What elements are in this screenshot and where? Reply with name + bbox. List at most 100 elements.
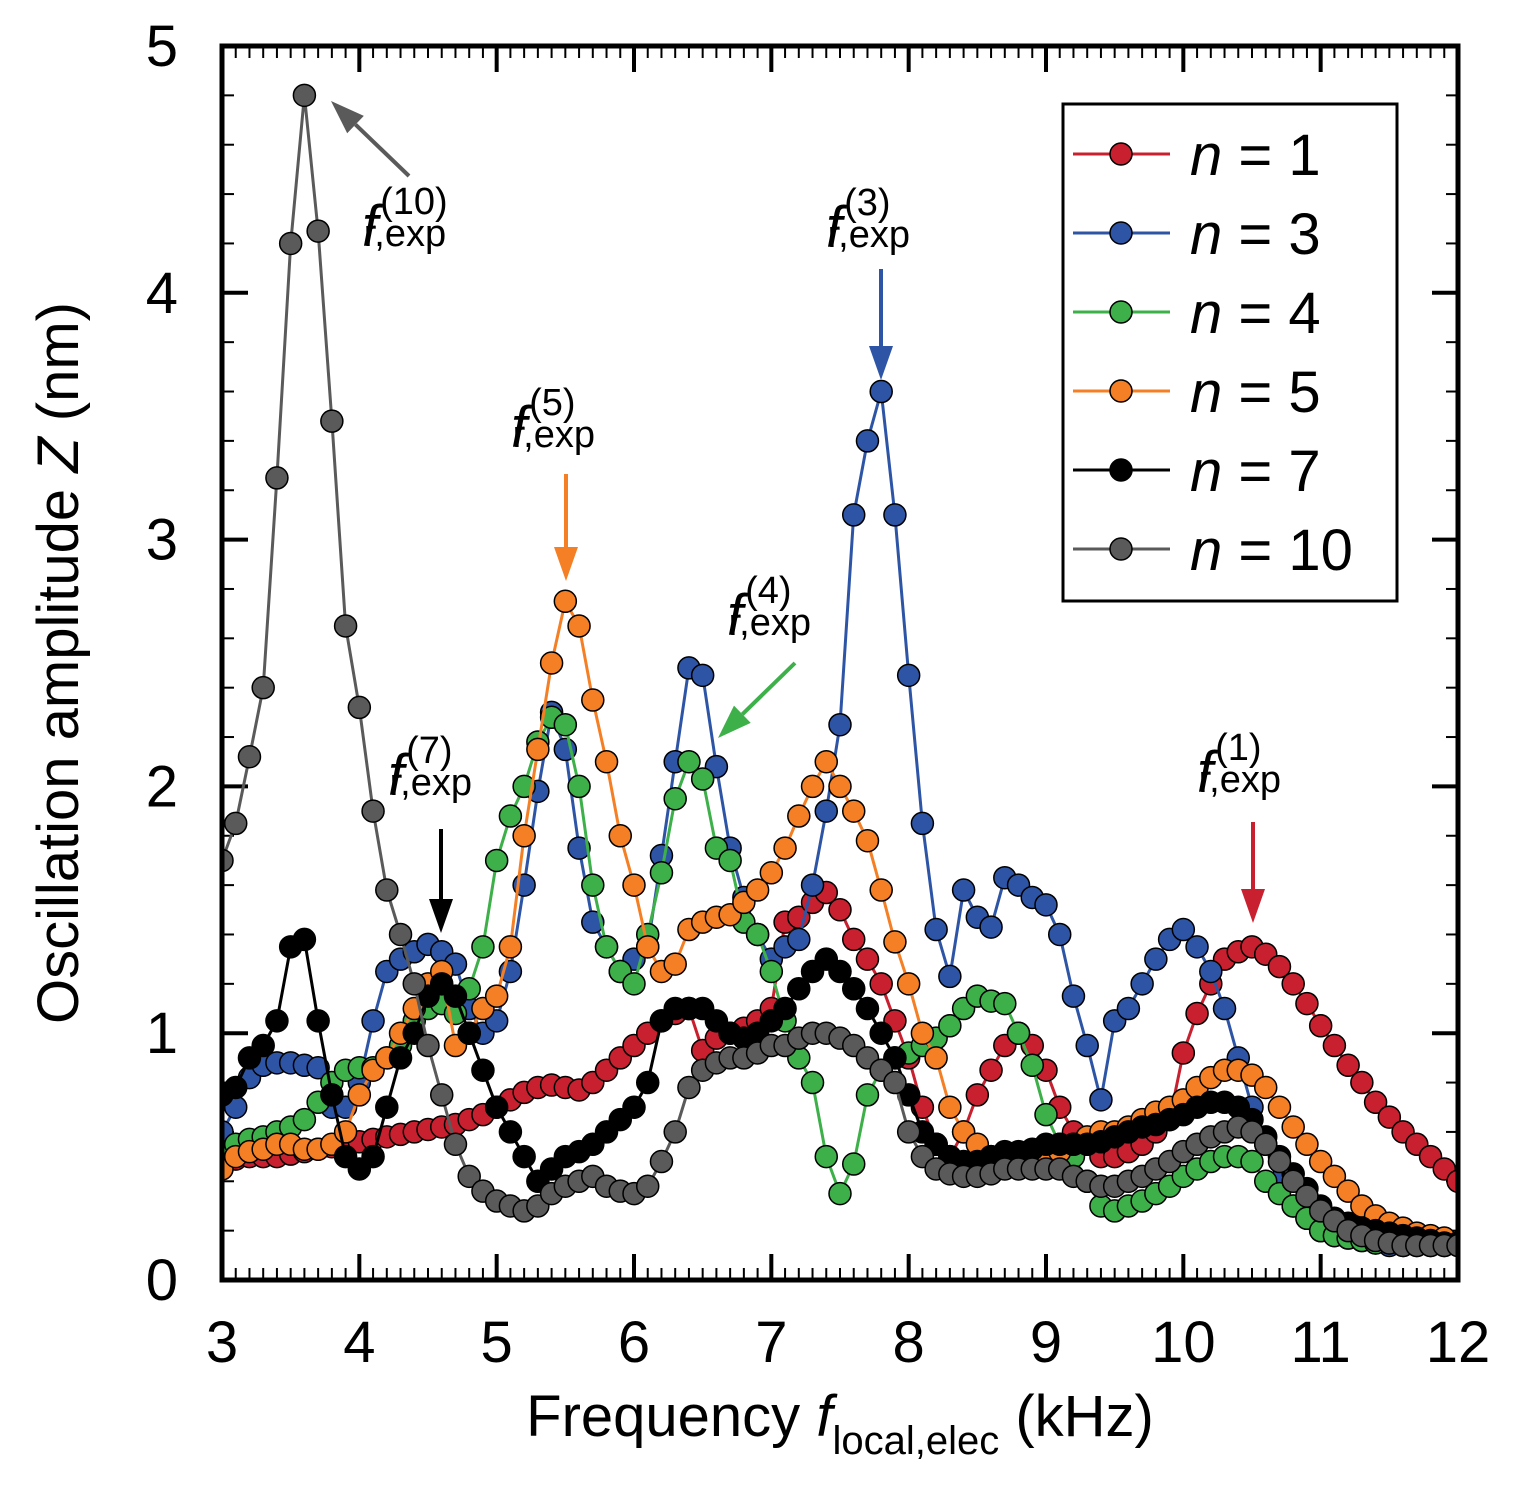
data-point-n5: [581, 688, 605, 712]
legend-label: n = 5: [1190, 360, 1321, 425]
annotation-label-n1: f(1) r,exp: [1197, 727, 1281, 805]
data-point-n10: [416, 1033, 440, 1058]
legend-marker: [1109, 300, 1133, 324]
data-point-n10: [237, 745, 262, 769]
data-point-n5: [484, 984, 509, 1008]
data-point-n3: [1199, 959, 1223, 984]
data-point-n3: [690, 663, 715, 688]
annotation-arrow-head: [331, 101, 364, 134]
data-point-n1: [1308, 1014, 1333, 1038]
data-point-n7: [443, 984, 468, 1008]
data-point-n3: [869, 379, 893, 404]
data-point-n5: [539, 651, 564, 675]
legend-item-n7: n = 7: [1073, 439, 1321, 504]
data-point-n1: [1446, 1169, 1458, 1194]
plot-frame: [219, 43, 1461, 1283]
data-point-n4: [484, 848, 509, 873]
data-point-n7: [841, 977, 866, 1001]
data-point-n10: [457, 1164, 481, 1189]
data-point-n3: [567, 836, 591, 860]
data-point-n1: [979, 1058, 1003, 1082]
annotation-label-n4: f(4) r,exp: [727, 570, 811, 648]
legend-item-n3: n = 3: [1073, 202, 1321, 267]
data-point-n7: [223, 1075, 248, 1100]
data-point-n7: [773, 996, 797, 1021]
x-tick-label: 12: [1426, 1310, 1491, 1375]
data-point-n4: [677, 749, 701, 774]
y-axis-label-var: Z: [26, 435, 91, 475]
data-point-n7: [471, 1058, 495, 1082]
data-point-n5: [924, 1046, 948, 1070]
data-point-n7: [388, 1046, 413, 1070]
data-point-n4: [471, 935, 495, 959]
y-tick-label: 3: [146, 508, 178, 573]
data-point-n10: [1253, 1132, 1278, 1157]
annotation-label-n5: f(5) r,exp: [511, 382, 595, 460]
y-tick-label: 1: [146, 1001, 178, 1066]
data-point-n5: [608, 824, 633, 848]
data-point-n10: [223, 811, 248, 836]
annotation-label-n10: f(10) r,exp: [362, 181, 448, 259]
data-point-n1: [1267, 954, 1292, 979]
y-axis-label-suffix: (nm): [26, 302, 91, 437]
x-tick-label: 3: [206, 1310, 238, 1375]
data-point-n10: [402, 972, 427, 996]
data-point-n3: [1212, 996, 1237, 1021]
data-point-n1: [965, 1083, 990, 1107]
x-tick-label: 11: [1291, 1310, 1351, 1375]
data-point-n5: [663, 952, 687, 976]
data-point-n7: [787, 977, 811, 1001]
data-point-n4: [594, 935, 619, 959]
x-tick-label: 8: [893, 1310, 925, 1375]
x-tick-labels: 3 4 5 6 7 8 9 10 11 12: [206, 1310, 1490, 1375]
data-point-n4: [553, 712, 578, 737]
data-point-n10: [1281, 1169, 1305, 1194]
y-axis-label: Oscillation amplitude Z (nm): [26, 302, 91, 1024]
data-point-n4: [841, 1152, 866, 1176]
legend-item-n5: n = 5: [1073, 360, 1321, 425]
data-point-n10: [649, 1149, 674, 1174]
legend-label: n = 3: [1190, 202, 1321, 267]
annotation-label-n3: f(3) r,exp: [826, 182, 910, 260]
data-point-n1: [828, 898, 852, 922]
data-point-n5: [896, 972, 921, 996]
data-point-n5: [869, 878, 893, 902]
data-point-n7: [635, 1070, 660, 1095]
annotation-n5: [554, 474, 578, 581]
annotation-n4: [718, 661, 797, 738]
data-point-n7: [869, 1021, 893, 1045]
x-tick-label: 6: [618, 1310, 650, 1375]
data-point-n3: [828, 712, 852, 737]
data-point-n3: [361, 1009, 385, 1033]
data-point-n3: [1130, 972, 1154, 996]
annotation-arrow-head: [718, 705, 751, 738]
legend-marker: [1109, 537, 1133, 561]
annotation-arrow-head: [869, 346, 893, 380]
y-tick-label: 4: [146, 261, 178, 326]
data-point-n5: [759, 861, 784, 885]
data-point-n10: [292, 83, 317, 108]
data-point-n1: [1185, 1001, 1209, 1026]
data-point-n3: [1089, 1088, 1113, 1112]
data-point-n7: [320, 1083, 344, 1107]
data-point-n1: [1322, 1033, 1347, 1058]
data-point-n1: [1295, 991, 1319, 1016]
data-point-n3: [1185, 935, 1209, 959]
data-point-n3: [1061, 984, 1086, 1008]
data-point-n4: [993, 991, 1017, 1016]
legend-marker: [1109, 221, 1133, 245]
data-point-n3: [951, 878, 976, 902]
data-point-n10: [306, 219, 330, 243]
data-point-n3: [814, 799, 839, 823]
legend-frame: [1061, 102, 1399, 603]
data-point-n5: [1295, 1132, 1319, 1157]
legend-item-n1: n = 1: [1073, 123, 1321, 188]
data-point-n7: [361, 1144, 385, 1169]
data-point-n10: [443, 1132, 468, 1157]
data-point-n3: [1144, 947, 1168, 971]
data-point-n5: [745, 878, 770, 902]
data-point-n10: [278, 231, 303, 256]
data-point-n10: [388, 922, 413, 947]
data-point-n7: [292, 927, 317, 952]
data-point-n5: [1281, 1115, 1305, 1139]
